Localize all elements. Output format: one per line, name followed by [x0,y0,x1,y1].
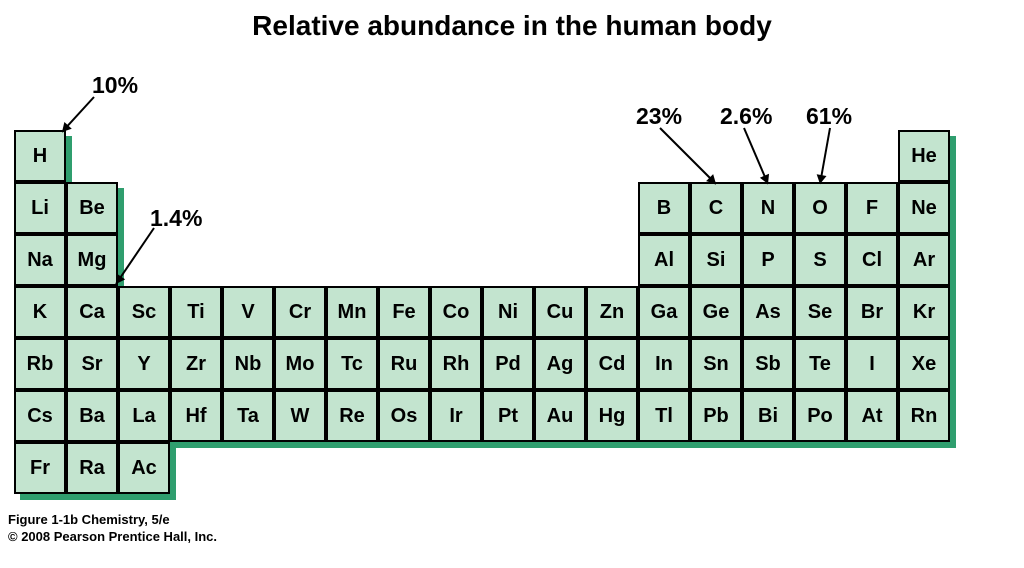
element-cell-ge: Ge [690,286,742,338]
element-cell-sr: Sr [66,338,118,390]
element-cell-ta: Ta [222,390,274,442]
element-cell-i: I [846,338,898,390]
element-cell-xe: Xe [898,338,950,390]
caption-line-2: © 2008 Pearson Prentice Hall, Inc. [8,529,217,546]
element-cell-rh: Rh [430,338,482,390]
element-cell-nb: Nb [222,338,274,390]
element-cell-os: Os [378,390,430,442]
element-cell-na: Na [14,234,66,286]
element-cell-ru: Ru [378,338,430,390]
element-cell-se: Se [794,286,846,338]
element-cell-b: B [638,182,690,234]
element-cell-li: Li [14,182,66,234]
element-cell-c: C [690,182,742,234]
abundance-label-3: 61% [806,103,852,130]
element-cell-k: K [14,286,66,338]
element-cell-ni: Ni [482,286,534,338]
element-cell-sb: Sb [742,338,794,390]
element-cell-p: P [742,234,794,286]
element-cell-mo: Mo [274,338,326,390]
figure-caption: Figure 1-1b Chemistry, 5/e © 2008 Pearso… [8,512,217,546]
element-cell-ca: Ca [66,286,118,338]
element-cell-cu: Cu [534,286,586,338]
abundance-label-0: 10% [92,72,138,99]
element-cell-sn: Sn [690,338,742,390]
element-cell-o: O [794,182,846,234]
element-cell-cl: Cl [846,234,898,286]
element-cell-al: Al [638,234,690,286]
caption-line-1: Figure 1-1b Chemistry, 5/e [8,512,217,529]
element-cell-re: Re [326,390,378,442]
element-cell-zr: Zr [170,338,222,390]
abundance-label-4: 1.4% [150,205,202,232]
element-cell-pt: Pt [482,390,534,442]
element-cell-ar: Ar [898,234,950,286]
element-cell-n: N [742,182,794,234]
element-cell-be: Be [66,182,118,234]
element-cell-ti: Ti [170,286,222,338]
element-cell-ne: Ne [898,182,950,234]
element-cell-pd: Pd [482,338,534,390]
element-cell-si: Si [690,234,742,286]
element-cell-po: Po [794,390,846,442]
element-cell-at: At [846,390,898,442]
element-cell-cr: Cr [274,286,326,338]
element-cell-zn: Zn [586,286,638,338]
element-cell-as: As [742,286,794,338]
element-cell-w: W [274,390,326,442]
element-cell-in: In [638,338,690,390]
element-cell-f: F [846,182,898,234]
element-cell-ir: Ir [430,390,482,442]
element-cell-he: He [898,130,950,182]
element-cell-rn: Rn [898,390,950,442]
element-cell-mg: Mg [66,234,118,286]
element-cell-ag: Ag [534,338,586,390]
element-cell-s: S [794,234,846,286]
element-cell-sc: Sc [118,286,170,338]
element-cell-tl: Tl [638,390,690,442]
element-cell-ac: Ac [118,442,170,494]
element-cell-cs: Cs [14,390,66,442]
element-cell-br: Br [846,286,898,338]
abundance-label-2: 2.6% [720,103,772,130]
element-cell-y: Y [118,338,170,390]
element-cell-bi: Bi [742,390,794,442]
abundance-label-1: 23% [636,103,682,130]
element-cell-ga: Ga [638,286,690,338]
element-cell-fe: Fe [378,286,430,338]
element-cell-la: La [118,390,170,442]
element-cell-hg: Hg [586,390,638,442]
element-cell-te: Te [794,338,846,390]
element-cell-cd: Cd [586,338,638,390]
element-cell-fr: Fr [14,442,66,494]
element-cell-mn: Mn [326,286,378,338]
element-cell-ba: Ba [66,390,118,442]
element-cell-h: H [14,130,66,182]
element-cell-rb: Rb [14,338,66,390]
page-title: Relative abundance in the human body [0,10,1024,42]
element-cell-co: Co [430,286,482,338]
element-cell-kr: Kr [898,286,950,338]
element-cell-au: Au [534,390,586,442]
element-cell-ra: Ra [66,442,118,494]
element-cell-hf: Hf [170,390,222,442]
element-cell-tc: Tc [326,338,378,390]
element-cell-pb: Pb [690,390,742,442]
element-cell-v: V [222,286,274,338]
